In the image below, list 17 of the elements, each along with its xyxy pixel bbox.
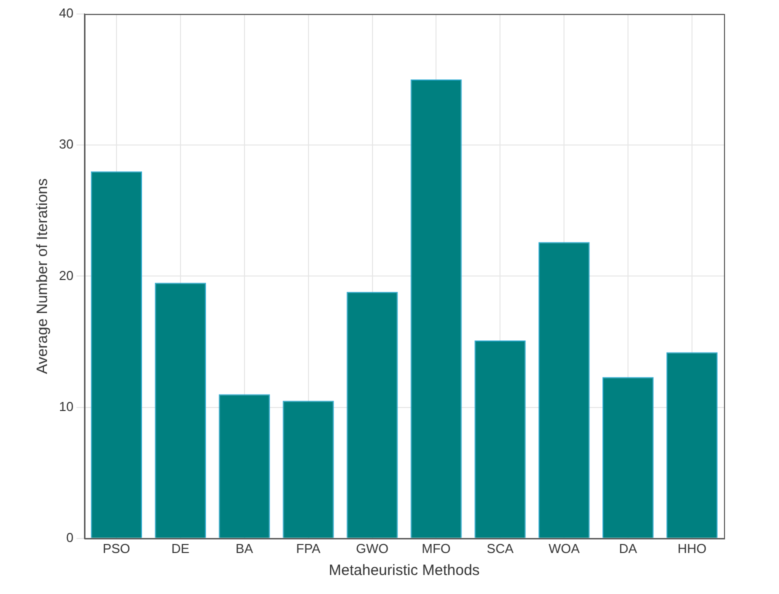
x-tick-label: DA — [619, 540, 638, 556]
y-axis-title: Average Number of Iterations — [34, 178, 52, 374]
y-tick-label: 40 — [58, 6, 74, 21]
x-tick-label: DE — [171, 540, 190, 556]
x-tick-label: GWO — [356, 540, 389, 556]
x-tick-label: MFO — [422, 540, 451, 556]
x-tick-label: FPA — [296, 540, 321, 556]
x-tick-label: WOA — [548, 540, 580, 556]
x-tick-label: HHO — [678, 540, 706, 556]
y-tick-label: 20 — [58, 268, 74, 283]
x-tick-label: SCA — [486, 540, 514, 556]
x-tick-label: PSO — [102, 540, 130, 556]
x-tick-label: BA — [236, 540, 254, 556]
y-tick-label: 10 — [58, 398, 74, 414]
y-tick-label: 0 — [66, 530, 74, 545]
x-axis-title: Metaheuristic Methods — [328, 562, 480, 580]
y-tick-label: 30 — [58, 136, 74, 152]
